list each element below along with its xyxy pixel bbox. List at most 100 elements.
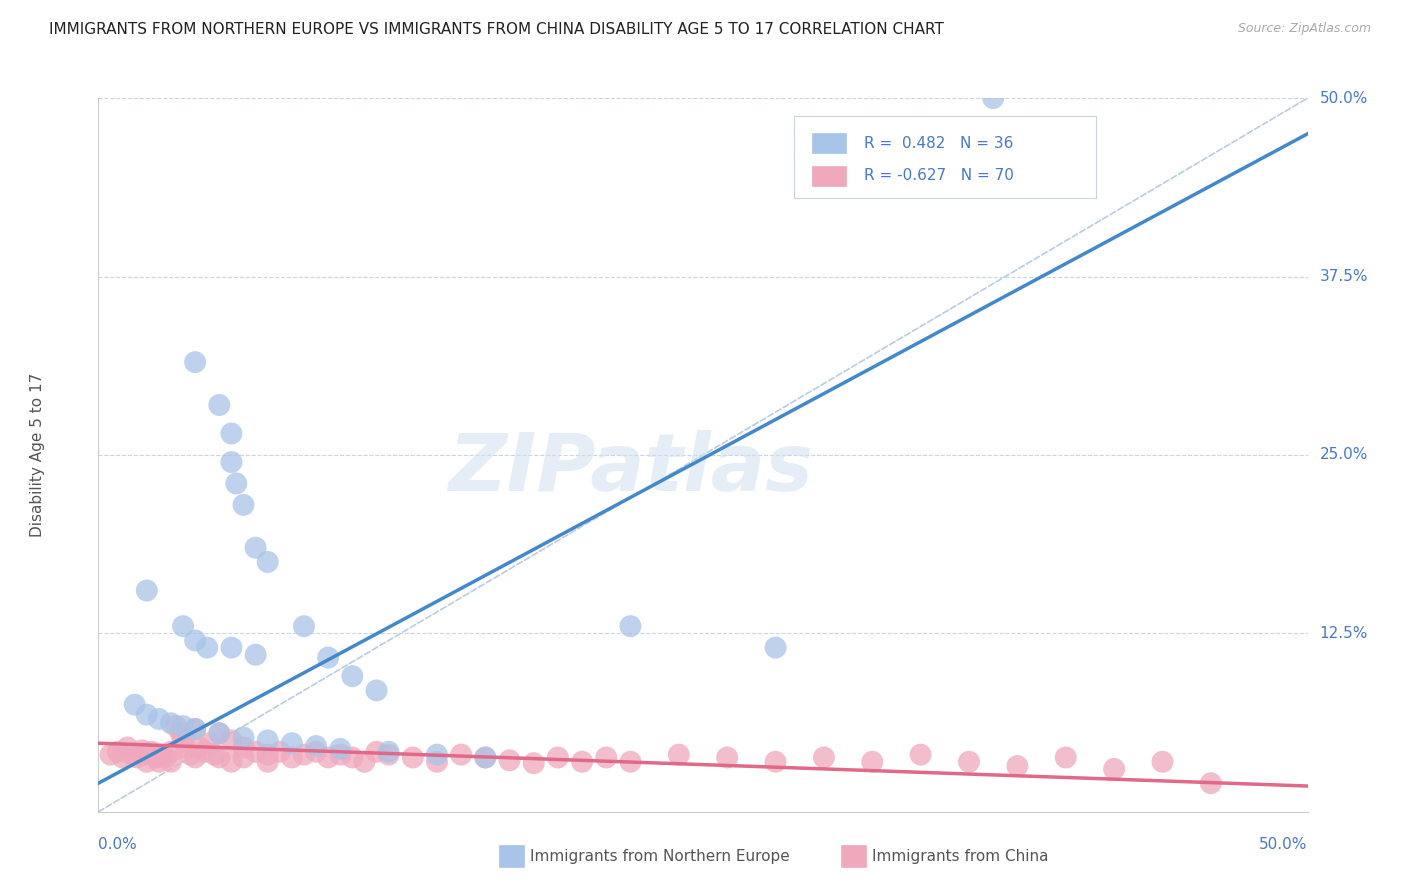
Point [174, 740, 197, 755]
Point [329, 742, 352, 756]
Point [221, 755, 243, 769]
Point [1152, 755, 1174, 769]
Point [353, 755, 375, 769]
Point [131, 743, 153, 757]
Point [135, 583, 157, 598]
Text: R =  0.482   N = 36: R = 0.482 N = 36 [863, 136, 1014, 151]
Point [145, 750, 167, 764]
Point [860, 755, 883, 769]
Point [329, 747, 352, 762]
Point [245, 745, 267, 759]
Point [305, 745, 328, 759]
Point [141, 745, 163, 759]
Point [232, 498, 254, 512]
Text: IMMIGRANTS FROM NORTHERN EUROPE VS IMMIGRANTS FROM CHINA DISABILITY AGE 5 TO 17 : IMMIGRANTS FROM NORTHERN EUROPE VS IMMIG… [49, 22, 943, 37]
FancyBboxPatch shape [811, 133, 845, 153]
Point [204, 747, 226, 762]
Text: Immigrants from Northern Europe: Immigrants from Northern Europe [530, 849, 790, 863]
Point [184, 722, 207, 736]
Point [377, 745, 399, 759]
Point [269, 745, 291, 759]
Point [195, 640, 218, 655]
Text: 25.0%: 25.0% [1320, 448, 1368, 462]
Point [716, 750, 738, 764]
Point [305, 739, 328, 753]
Point [169, 726, 191, 740]
Point [184, 722, 207, 736]
Point [124, 698, 146, 712]
Point [121, 747, 143, 762]
Point [256, 555, 278, 569]
Point [184, 750, 207, 764]
Point [148, 755, 170, 769]
Point [232, 740, 254, 755]
Point [292, 619, 315, 633]
Point [1102, 762, 1125, 776]
Point [619, 619, 641, 633]
Point [571, 755, 593, 769]
Point [165, 719, 187, 733]
Point [107, 745, 129, 759]
Point [100, 747, 122, 762]
Point [668, 747, 690, 762]
Text: 12.5%: 12.5% [1320, 626, 1368, 640]
Point [221, 733, 243, 747]
Point [474, 750, 496, 764]
Point [366, 683, 388, 698]
Point [135, 747, 157, 762]
Point [523, 756, 546, 771]
Point [198, 736, 221, 750]
Text: Immigrants from China: Immigrants from China [872, 849, 1049, 863]
Point [148, 712, 170, 726]
Point [172, 733, 194, 747]
Point [377, 747, 399, 762]
Point [1054, 750, 1077, 764]
Point [619, 755, 641, 769]
Point [184, 633, 207, 648]
Point [245, 541, 267, 555]
Text: 50.0%: 50.0% [1260, 838, 1308, 853]
FancyBboxPatch shape [811, 166, 845, 186]
Point [498, 753, 520, 767]
Text: 0.0%: 0.0% [98, 838, 138, 853]
Point [813, 750, 835, 764]
Point [111, 750, 134, 764]
Point [188, 740, 211, 755]
Point [150, 747, 173, 762]
Point [765, 640, 787, 655]
Point [957, 755, 980, 769]
Point [1199, 776, 1222, 790]
Point [221, 426, 243, 441]
Point [232, 731, 254, 745]
Point [135, 707, 157, 722]
Point [194, 745, 217, 759]
Point [256, 733, 278, 747]
Text: Disability Age 5 to 17: Disability Age 5 to 17 [31, 373, 45, 537]
Point [292, 747, 315, 762]
Point [426, 747, 449, 762]
Point [342, 669, 364, 683]
Point [256, 755, 278, 769]
Point [316, 650, 339, 665]
Text: R = -0.627   N = 70: R = -0.627 N = 70 [863, 169, 1014, 184]
Point [474, 750, 496, 764]
Point [426, 755, 449, 769]
Point [208, 726, 231, 740]
Text: Source: ZipAtlas.com: Source: ZipAtlas.com [1237, 22, 1371, 36]
Point [184, 355, 207, 369]
Point [765, 755, 787, 769]
Point [127, 750, 149, 764]
Point [281, 736, 304, 750]
Point [179, 747, 201, 762]
Text: 50.0%: 50.0% [1320, 91, 1368, 105]
Point [208, 750, 231, 764]
Point [160, 716, 183, 731]
Point [232, 750, 254, 764]
Point [221, 455, 243, 469]
Text: ZIPatlas: ZIPatlas [449, 430, 813, 508]
Point [547, 750, 569, 764]
Text: 37.5%: 37.5% [1320, 269, 1368, 284]
Point [342, 750, 364, 764]
Point [208, 726, 231, 740]
Point [1007, 759, 1029, 773]
